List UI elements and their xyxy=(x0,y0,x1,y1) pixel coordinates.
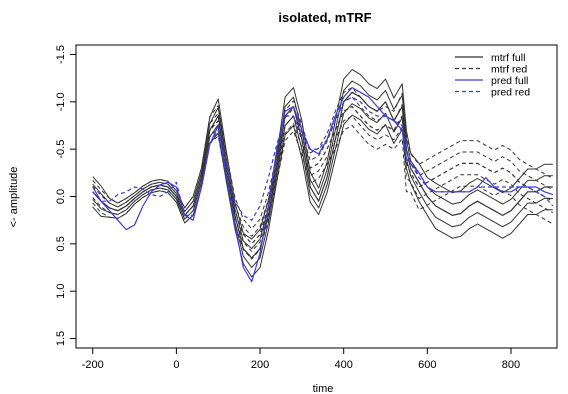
chart-title: isolated, mTRF xyxy=(278,10,371,25)
series-layer xyxy=(92,69,554,283)
y-tick-label: -1.5 xyxy=(55,45,67,64)
legend-label-mtrf-red: mtrf red xyxy=(491,64,527,76)
series-line-mtrf-full-band xyxy=(92,69,553,240)
series-line-mtrf-red-band xyxy=(92,96,554,237)
y-tick-label: 0.0 xyxy=(55,189,67,204)
y-tick-label: 0.5 xyxy=(55,236,67,251)
y-axis-label: <- amplitude xyxy=(8,167,20,228)
y-tick-label: 1.5 xyxy=(55,331,67,346)
legend-label-pred-red: pred red xyxy=(491,87,530,99)
y-tick-label: 1.0 xyxy=(55,284,67,299)
legend-label-mtrf-full: mtrf full xyxy=(491,52,525,64)
series-line-mtrf-red xyxy=(92,105,554,245)
x-tick-label: 800 xyxy=(502,359,520,371)
series-line-mtrf-red-band xyxy=(92,125,554,260)
series-line-pred-full xyxy=(92,87,553,283)
x-tick-label: 600 xyxy=(418,359,436,371)
x-tick-label: 0 xyxy=(173,359,179,371)
y-tick-label: -1.0 xyxy=(55,92,67,111)
x-tick-label: -200 xyxy=(82,359,104,371)
x-axis: -200 0 200 400 600 800 xyxy=(82,348,520,371)
series-line-mtrf-red-band xyxy=(92,87,554,230)
series-line-pred-red xyxy=(92,96,554,221)
x-axis-label: time xyxy=(313,383,334,394)
y-tick-label: -0.5 xyxy=(55,140,67,159)
x-tick-label: 200 xyxy=(251,359,269,371)
y-axis: -1.5 -1.0 -0.5 0.0 0.5 1.0 1.5 xyxy=(55,45,76,346)
legend-label-pred-full: pred full xyxy=(491,75,528,87)
x-tick-label: 400 xyxy=(335,359,353,371)
series-line-mtrf-full-band xyxy=(92,80,553,250)
series-line-mtrf-red-band xyxy=(92,115,554,252)
